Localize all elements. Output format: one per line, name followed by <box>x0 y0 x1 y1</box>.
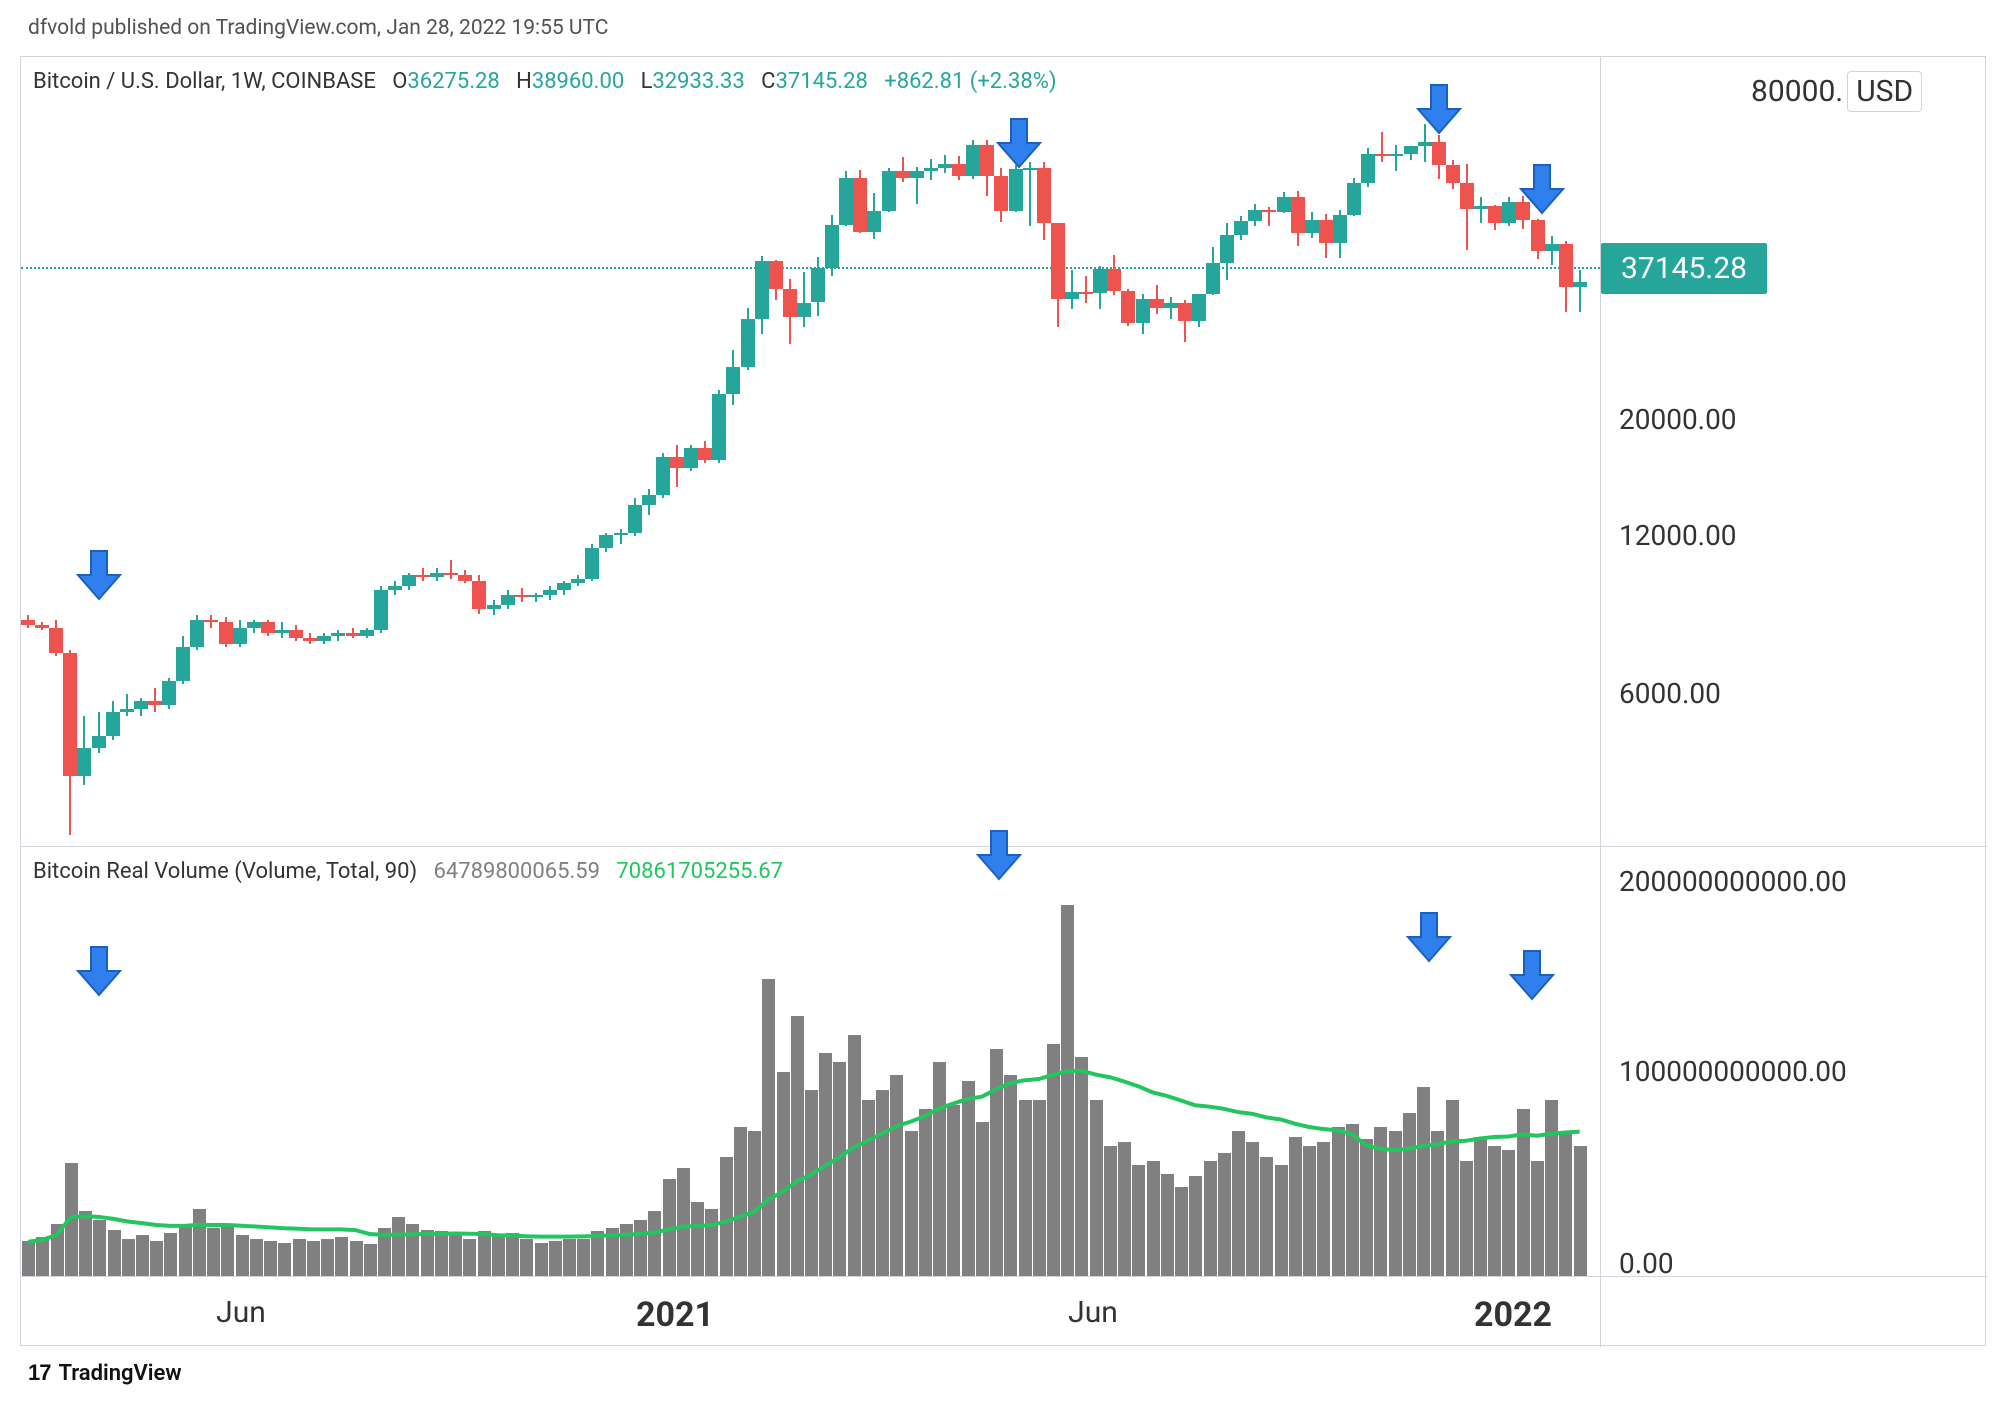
price-tick: 6000.00 <box>1619 677 1721 710</box>
time-tick: Jun <box>216 1295 266 1330</box>
ohlc-h-label: H <box>516 69 532 94</box>
arrow-down-icon <box>76 943 122 999</box>
ohlc-change-pct: (+2.38%) <box>970 69 1057 94</box>
footer-brand: TradingView <box>58 1361 181 1386</box>
currency-box[interactable]: USD <box>1847 71 1922 112</box>
arrow-down-icon <box>76 547 122 603</box>
arrow-down-icon <box>1519 161 1565 217</box>
volume-axis[interactable]: 200000000000.00 100000000000.00 0.00 <box>1601 847 1987 1277</box>
time-tick: Jun <box>1068 1295 1118 1330</box>
current-price-badge: 37145.28 <box>1601 243 1767 294</box>
ohlc-change: +862.81 <box>884 69 964 94</box>
time-tick: 2022 <box>1474 1295 1552 1335</box>
ohlc-o-label: O <box>392 69 407 94</box>
arrow-down-icon <box>996 115 1042 171</box>
footer: 17 TradingView <box>28 1360 182 1386</box>
volume-tick: 200000000000.00 <box>1619 865 1847 898</box>
price-axis[interactable]: 80000.USD 20000.00 12000.00 6000.00 37145.… <box>1601 57 1987 847</box>
volume-pane[interactable]: Bitcoin Real Volume (Volume, Total, 90) … <box>21 847 1601 1277</box>
arrow-down-icon <box>976 827 1022 883</box>
ohlc-c-label: C <box>761 69 775 94</box>
time-tick: 2021 <box>636 1295 714 1335</box>
arrow-down-icon <box>1509 947 1555 1003</box>
arrow-down-icon <box>1406 909 1452 965</box>
ohlc-c-value: 37145.28 <box>775 69 867 94</box>
symbol-title: Bitcoin / U.S. Dollar, 1W, COINBASE <box>33 69 376 94</box>
price-pane[interactable]: Bitcoin / U.S. Dollar, 1W, COINBASE O362… <box>21 57 1601 847</box>
ohlc-o-value: 36275.28 <box>407 69 499 94</box>
price-tick: 12000.00 <box>1619 519 1737 552</box>
tradingview-logo-icon: 17 <box>28 1360 50 1386</box>
chart-area[interactable]: Bitcoin / U.S. Dollar, 1W, COINBASE O362… <box>20 56 1986 1346</box>
price-tick: 20000.00 <box>1619 403 1737 436</box>
top-tick: 80000. <box>1751 74 1843 109</box>
currency-label: 80000.USD <box>1751 71 1922 112</box>
ohlc-l-label: L <box>641 69 653 94</box>
arrow-down-icon <box>1416 81 1462 137</box>
time-axis[interactable]: Jun 2021 Jun 2022 <box>21 1277 1601 1347</box>
price-legend: Bitcoin / U.S. Dollar, 1W, COINBASE O362… <box>33 69 1056 94</box>
volume-tick: 0.00 <box>1619 1247 1674 1280</box>
ohlc-h-value: 38960.00 <box>532 69 624 94</box>
published-header: dfvold published on TradingView.com, Jan… <box>28 16 608 40</box>
volume-ma-line <box>21 847 1600 1276</box>
ohlc-l-value: 32933.33 <box>652 69 744 94</box>
current-price-value: 37145.28 <box>1621 251 1747 286</box>
volume-tick: 100000000000.00 <box>1619 1055 1847 1088</box>
